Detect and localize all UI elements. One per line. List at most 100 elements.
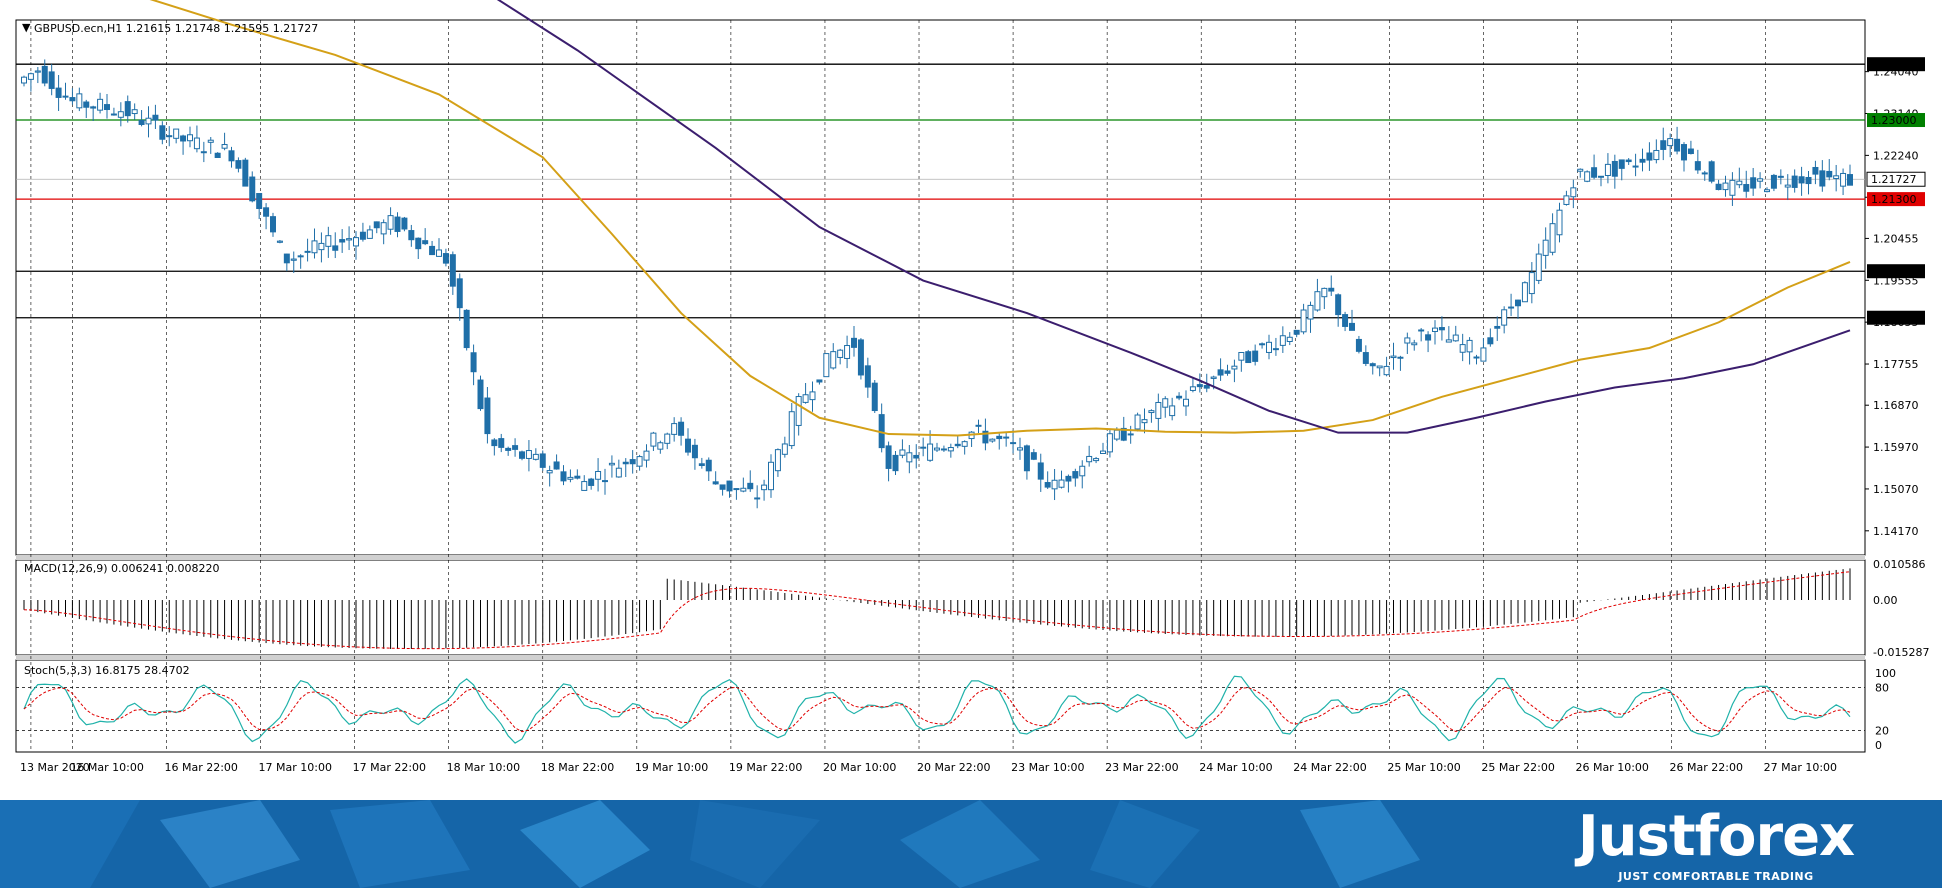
time-label: 20 Mar 22:00 (917, 761, 990, 774)
candle-body (1549, 223, 1556, 253)
time-label: 16 Mar 10:00 (70, 761, 143, 774)
candle-body (975, 424, 982, 427)
candle-body (1639, 158, 1646, 163)
candle-body (1010, 442, 1017, 445)
price-axis-label: 1.20455 (1873, 232, 1919, 245)
stoch-signal-line (23, 686, 1851, 733)
candle-body (1355, 338, 1362, 352)
candle-body (1535, 253, 1542, 281)
candle-body (325, 235, 332, 247)
candle-body (173, 128, 180, 139)
stoch-axis-label: 80 (1875, 681, 1889, 694)
price-axis-label: 1.14170 (1873, 525, 1919, 538)
candle-body (145, 117, 152, 125)
stoch-axis-label: 0 (1875, 739, 1882, 752)
candle-body (1286, 336, 1293, 342)
candle-body (1411, 342, 1418, 346)
candle-body (719, 484, 726, 490)
candle-body (795, 396, 802, 426)
level-price-label: 1.23000 (1871, 114, 1917, 127)
candle-body (996, 435, 1003, 440)
candle-body (408, 230, 415, 241)
candle-body (124, 101, 131, 117)
candle-body (761, 484, 768, 491)
candle-body (1715, 183, 1722, 191)
price-pane (15, 19, 1866, 556)
candle-body (781, 443, 788, 455)
candle-body (671, 423, 678, 435)
candle-body (643, 450, 650, 461)
candle-body (934, 447, 940, 451)
candle-body (1667, 138, 1674, 147)
candle-body (1390, 355, 1397, 359)
candle-body (1459, 344, 1466, 353)
macd-axis-label: 0.010586 (1873, 558, 1926, 571)
brand-footer: Justforex JUST COMFORTABLE TRADING (0, 800, 1942, 888)
candle-body (1079, 465, 1086, 477)
candle-body (657, 442, 664, 450)
candle-body (747, 482, 754, 490)
candle-body (1259, 343, 1266, 346)
candle-body (1694, 161, 1701, 171)
candle-body (532, 453, 539, 460)
candle-body (1798, 176, 1805, 184)
candle-body (712, 481, 719, 485)
time-label: 16 Mar 22:00 (164, 761, 237, 774)
candle-body (1037, 462, 1044, 480)
candle-body (256, 193, 263, 209)
candle-body (851, 337, 857, 348)
candle-body (560, 471, 567, 482)
candle-body (1687, 148, 1694, 155)
time-label: 17 Mar 22:00 (353, 761, 426, 774)
candle-body (1252, 350, 1259, 362)
candle-body (436, 249, 442, 257)
candle-body (871, 382, 878, 412)
candle-body (733, 488, 740, 491)
candle-body (1176, 395, 1183, 399)
level-price-tag (1867, 192, 1925, 207)
candle-body (76, 93, 83, 109)
current-price-tag (1866, 171, 1926, 187)
candle-body (166, 135, 173, 138)
candle-body (1674, 138, 1681, 152)
candle-body (27, 73, 34, 80)
level-price-label: 1.21300 (1871, 193, 1917, 206)
macd-title: MACD(12,26,9) 0.006241 0.008220 (24, 562, 220, 575)
candle-body (1169, 405, 1176, 417)
level-price-tag (1867, 264, 1925, 279)
candle-body (117, 111, 124, 118)
candle-body (1217, 369, 1224, 376)
candle-body (1528, 272, 1535, 295)
stoch-title: Stoch(5,3,3) 16.8175 28.4702 (24, 664, 190, 677)
candle-body (69, 97, 76, 102)
candle-body (21, 76, 27, 84)
candle-body (1777, 175, 1784, 178)
candle-body (318, 242, 325, 251)
candle-body (1397, 356, 1404, 359)
level-price-tag (1867, 57, 1925, 72)
candle-body (650, 432, 657, 447)
candle-body (422, 240, 429, 245)
candle-body (429, 245, 436, 256)
candle-body (276, 240, 283, 243)
candle-body (830, 351, 837, 369)
candle-body (982, 430, 989, 444)
candle-body (1051, 479, 1058, 490)
stoch-axis-label: 100 (1875, 667, 1896, 680)
candle-body (906, 452, 913, 463)
candle-body (1515, 299, 1521, 307)
candle-body (629, 459, 636, 465)
candle-body (1072, 471, 1079, 479)
candle-body (913, 454, 920, 459)
candle-body (553, 461, 560, 470)
time-label: 23 Mar 10:00 (1011, 761, 1084, 774)
price-axis-label: 1.15970 (1873, 441, 1919, 454)
candle-body (1847, 174, 1853, 186)
candle-body (519, 451, 525, 459)
candle-body (1784, 184, 1791, 188)
time-label: 18 Mar 22:00 (541, 761, 614, 774)
candle-body (34, 70, 41, 73)
candle-body (1681, 144, 1687, 161)
candle-body (41, 65, 48, 84)
